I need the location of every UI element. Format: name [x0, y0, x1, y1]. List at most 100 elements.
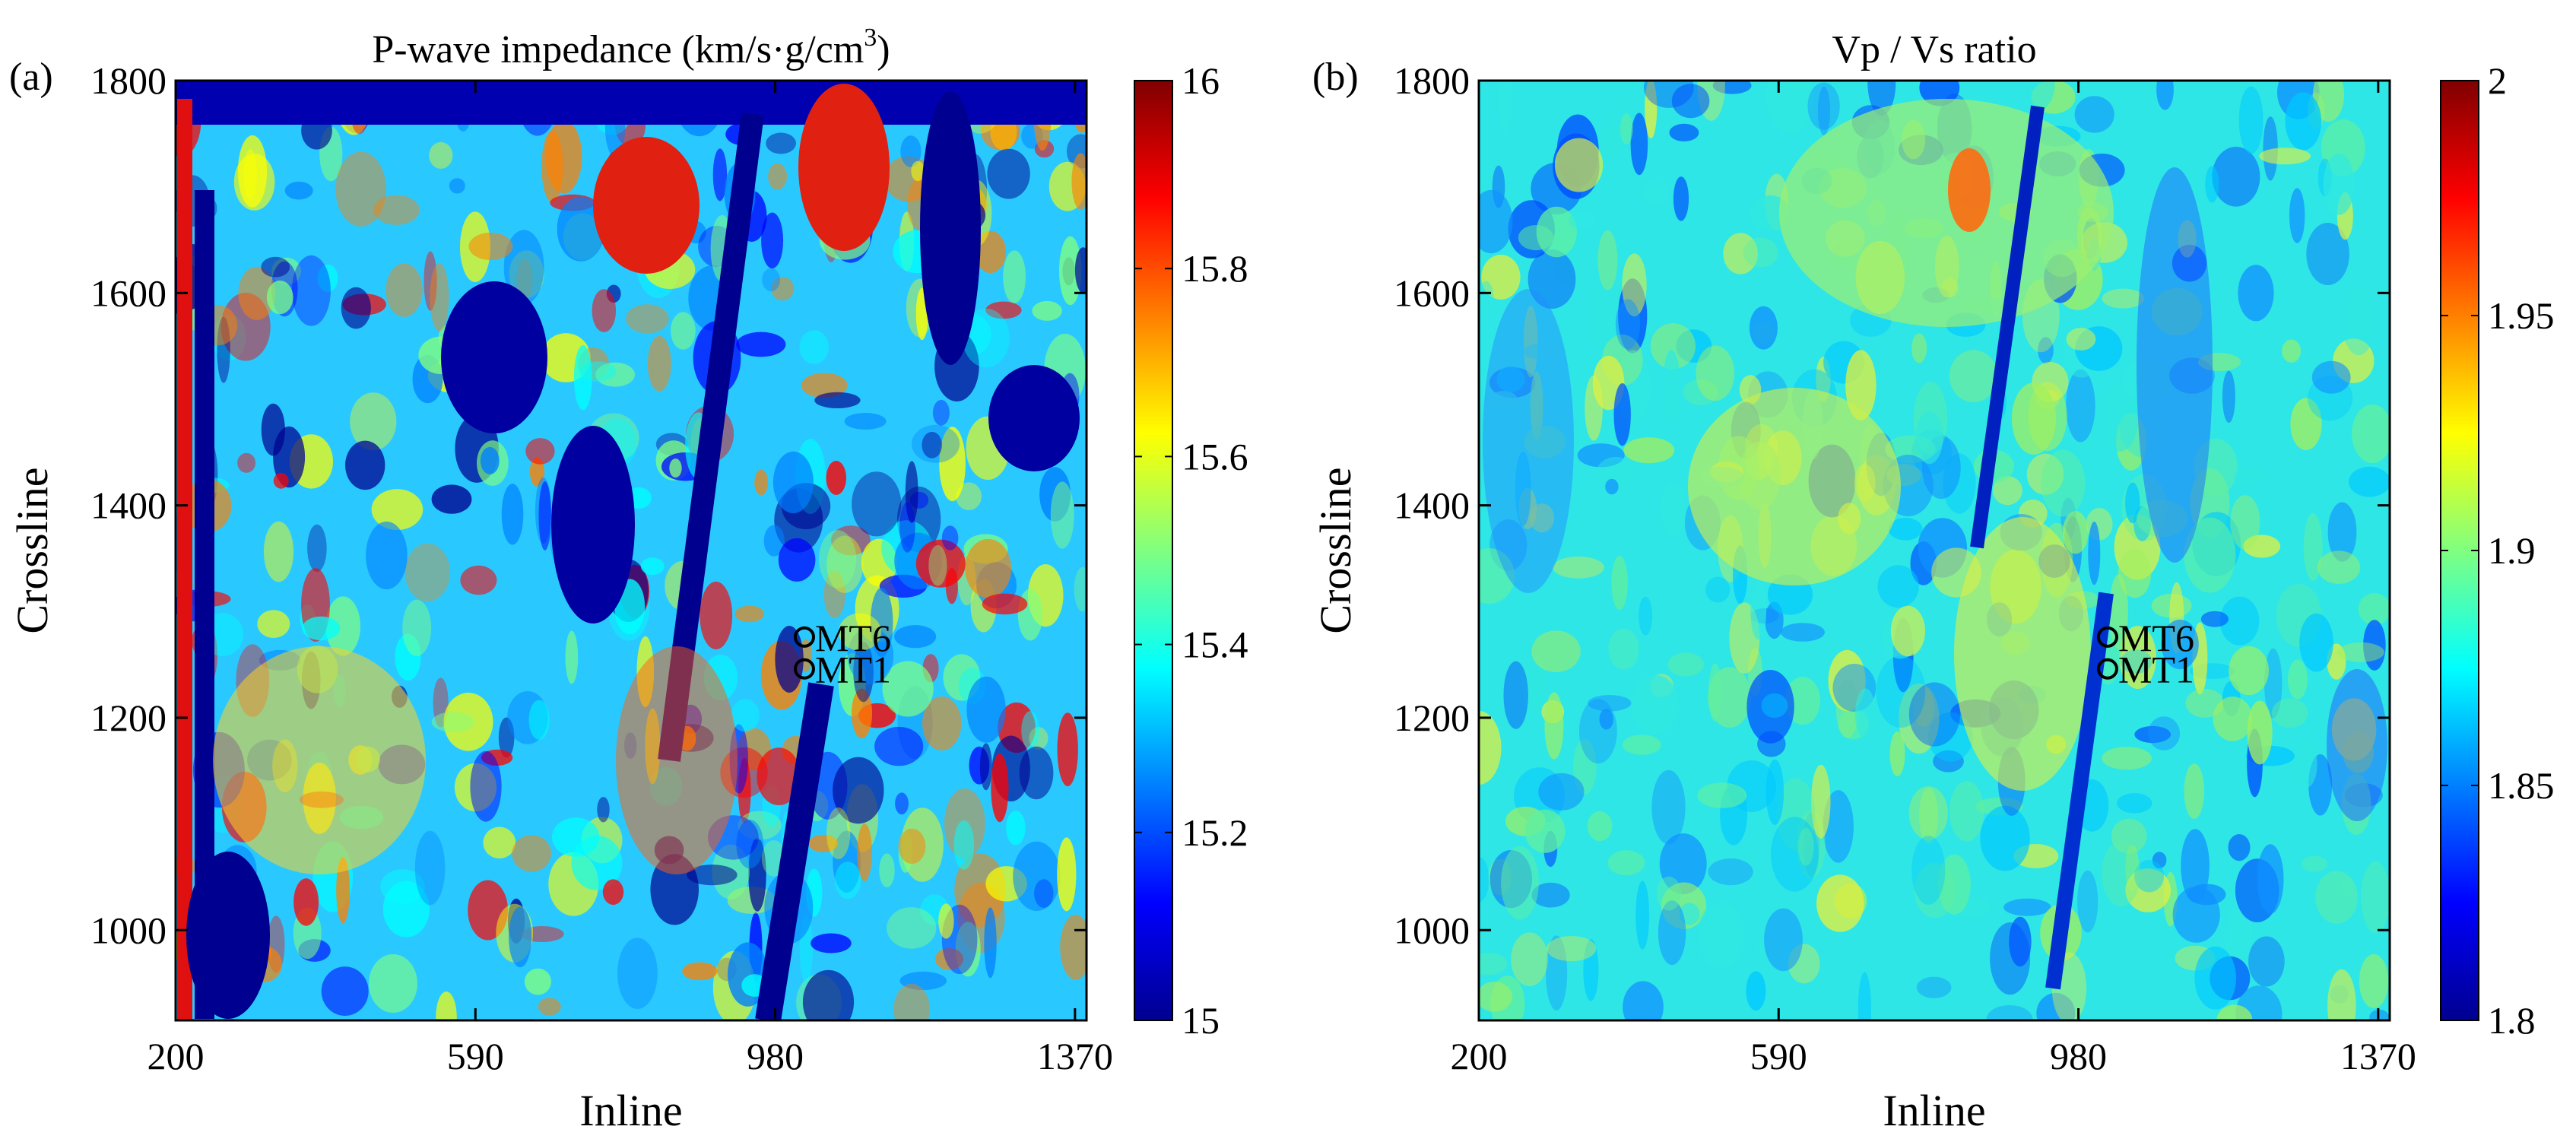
y-tick-label: 1400 — [1394, 484, 1470, 527]
heatmap-speckle — [915, 539, 966, 588]
well-label-mt1-a: MT1 — [815, 649, 891, 691]
heatmap-speckle — [2312, 81, 2345, 122]
heatmap-speckle — [852, 471, 902, 537]
heatmap-speckle — [882, 661, 934, 717]
colorbar-tick-label: 15.8 — [1182, 247, 1248, 290]
heatmap-speckle — [1524, 809, 1566, 853]
heatmap-low-zone-b1 — [1483, 289, 1574, 593]
heatmap-speckle — [1818, 86, 1830, 136]
heatmap-speckle — [2184, 763, 2205, 819]
heatmap-speckle — [2111, 818, 2147, 854]
colorbar-ticks-a: 15 15.2 15.4 15.6 15.8 16 — [1134, 59, 1248, 1042]
heatmap-speckle — [826, 535, 864, 593]
heatmap-speckle — [2200, 611, 2229, 627]
heatmap-speckle — [736, 820, 764, 869]
heatmap-speckle — [424, 251, 437, 311]
colorbar-tick-label: 2 — [2488, 59, 2507, 102]
heatmap-speckle — [1671, 84, 1710, 119]
heatmap-speckle — [1916, 976, 1952, 998]
x-tick-label: 1370 — [2340, 1035, 2416, 1077]
heatmap-speckle — [307, 524, 327, 573]
heatmap-speckle — [1651, 769, 1686, 845]
heatmap-speckle — [2238, 86, 2264, 154]
heatmap-speckle — [1481, 255, 1521, 300]
heatmap-speckle — [382, 880, 430, 938]
heatmap-speckle — [2282, 339, 2302, 363]
heatmap-speckle — [965, 538, 1012, 598]
heatmap-speckle — [525, 438, 555, 465]
heatmap-speckle — [1743, 237, 1778, 268]
heatmap-speckle — [799, 330, 829, 364]
heatmap-speckle — [1723, 233, 1758, 274]
heatmap-speckle — [975, 230, 1007, 274]
heatmap-speckle — [2295, 741, 2317, 788]
heatmap-speckle — [941, 525, 959, 550]
heatmap-speckle — [1656, 876, 1682, 911]
panel-label-a: (a) — [9, 56, 53, 99]
heatmap-speckle — [911, 160, 925, 182]
heatmap-speckle — [953, 820, 975, 870]
heatmap-speckle — [595, 362, 635, 387]
heatmap-speckle — [2230, 495, 2260, 550]
heatmap-speckle — [1599, 709, 1613, 730]
heatmap-speckle — [237, 452, 256, 473]
heatmap-speckle — [1749, 306, 1778, 350]
heatmap-speckle — [778, 538, 816, 582]
x-tick-label: 980 — [747, 1035, 804, 1077]
heatmap-speckle — [1074, 247, 1087, 293]
heatmap-speckle — [2290, 398, 2322, 450]
heatmap-speckle — [302, 616, 341, 641]
heatmap-low-anomaly-3-a — [920, 91, 981, 365]
heatmap-speckle — [1765, 759, 1784, 825]
heatmap-speckle — [2363, 620, 2386, 671]
heatmap-speckle — [833, 830, 861, 893]
y-tick-label: 1400 — [90, 484, 167, 527]
x-tick-label: 200 — [1451, 1035, 1508, 1077]
heatmap-speckle — [257, 610, 290, 638]
heatmap-speckle — [1531, 882, 1570, 908]
heatmap-speckle — [468, 232, 513, 261]
heatmap-speckle — [266, 281, 293, 315]
heatmap-speckle — [2311, 360, 2351, 394]
heatmap-speckle — [2228, 834, 2251, 861]
heatmap-speckle — [1658, 900, 1686, 966]
heatmap-speckle — [430, 262, 449, 332]
heatmap-speckle — [602, 879, 624, 905]
heatmap-speckle — [814, 392, 861, 409]
heatmap-speckle — [2134, 725, 2171, 744]
heatmap-high-zone-a2 — [616, 646, 738, 874]
heatmap-speckle — [736, 332, 786, 357]
heatmap-speckle — [1641, 180, 1667, 204]
well-marker-mt1-b — [2096, 658, 2118, 680]
heatmap-speckle — [2238, 265, 2274, 322]
heatmap-speckle — [1479, 281, 1494, 314]
heatmap-speckle — [1630, 113, 1648, 176]
heatmap-speckle — [1992, 476, 2022, 506]
heatmap-speckle — [1659, 833, 1707, 894]
y-tick-label: 1600 — [90, 271, 167, 314]
heatmap-speckle — [1553, 556, 1604, 579]
heatmap-speckle — [874, 726, 924, 766]
heatmap-speckle — [1006, 811, 1026, 846]
heatmap-speckle — [443, 693, 493, 751]
heatmap-speckle — [1588, 695, 1632, 712]
heatmap-speckle — [1890, 605, 1925, 657]
heatmap-speckle — [238, 266, 276, 320]
heatmap-speckle — [545, 119, 582, 194]
well-label-mt6-b: MT6 — [2118, 617, 2194, 659]
x-axis-label-a: Inline — [579, 1086, 682, 1135]
heatmap-speckle — [431, 484, 472, 514]
heatmap-speckle — [985, 301, 1022, 319]
heatmap-speckle — [731, 699, 760, 732]
heatmap-speckle — [2224, 908, 2253, 961]
heatmap-speckle — [579, 361, 617, 382]
heatmap-speckle — [2327, 969, 2356, 1020]
heatmap-speckle — [1697, 782, 1747, 808]
heatmap-speckle — [857, 823, 872, 881]
heatmap-speckle — [734, 605, 765, 623]
heatmap-speckle — [1074, 566, 1087, 612]
heatmap-fault-lineament-a2 — [755, 682, 834, 1020]
heatmap-speckle — [1915, 411, 1943, 465]
heatmap-speckle — [1569, 211, 1596, 230]
heatmap-speckle — [1876, 655, 1926, 728]
